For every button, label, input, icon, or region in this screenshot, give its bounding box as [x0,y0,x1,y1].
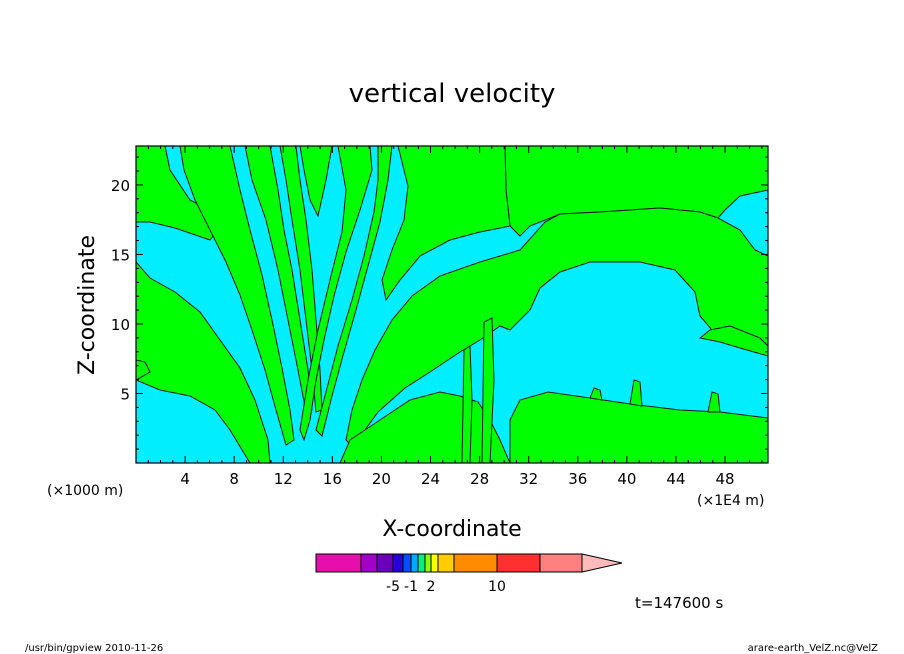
colorbar-segment [453,553,498,573]
contour-region [707,391,721,413]
x-tick-label: 24 [421,470,440,488]
colorbar-segment [376,553,394,573]
colorbar-segment [360,553,378,573]
contour-region [629,379,643,407]
x-axis-label: X-coordinate [382,517,521,542]
y-axis-ticks: 5 10 15 20 [111,156,768,450]
colorbar-segment [539,553,583,573]
colorbar-label: 2 [427,579,436,595]
colorbar-segment [402,553,412,573]
x-tick-label: 16 [323,470,342,488]
footer-left: /usr/bin/gpview 2010-11-26 [25,643,163,654]
contour-region [299,146,373,442]
time-label: t=147600 s [635,594,723,612]
x-tick-label: 8 [229,470,239,488]
colorbar-segment [430,553,439,573]
contour-region [136,359,151,381]
x-tick-label: 32 [519,470,538,488]
colorbar-arrow [581,553,623,573]
contour-fills [136,146,768,463]
x-tick-label: 36 [568,470,587,488]
contour-region [299,146,333,218]
colorbar-segment [417,553,426,573]
x-tick-label: 44 [666,470,685,488]
colorbar-labels: -5 -1 2 10 [386,579,506,595]
colorbar-segment [496,553,541,573]
contour-region [315,146,393,437]
contour-region [179,146,295,446]
x-tick-label: 28 [470,470,489,488]
x-tick-label: 48 [716,470,735,488]
y-axis-label: Z-coordinate [75,235,100,375]
x-tick-label: 4 [180,470,190,488]
colorbar-segment [315,553,362,573]
plot-frame [135,145,769,464]
x-unit-right: (×1E4 m) [697,493,764,509]
colorbar-segment [410,553,419,573]
contour-region [381,146,511,302]
y-tick-label: 20 [111,177,130,195]
colorbar-segment [437,553,455,573]
footer-right: arare-earth_VelZ.nc@VelZ [748,643,879,654]
contour-region [589,387,603,401]
y-tick-label: 10 [111,316,130,334]
x-unit-left: (×1000 m) [47,483,123,499]
contour-region [481,317,495,463]
x-axis-ticks: 4 8 12 16 20 24 28 32 36 40 44 48 [147,146,763,488]
y-tick-label: 5 [120,385,130,403]
colorbar-label: -5 [386,579,400,595]
contour-region [698,325,768,357]
y-tick-label: 15 [111,246,130,264]
chart-title: vertical velocity [349,79,556,109]
contour-region [461,345,473,463]
colorbar-label: 10 [488,579,506,595]
x-tick-label: 40 [617,470,636,488]
x-tick-label: 20 [372,470,391,488]
colorbar-segment [424,553,432,573]
contour-region [136,261,271,463]
x-tick-label: 12 [274,470,293,488]
colorbar [315,553,623,573]
colorbar-label: -1 [404,579,418,595]
colorbar-segment [392,553,404,573]
